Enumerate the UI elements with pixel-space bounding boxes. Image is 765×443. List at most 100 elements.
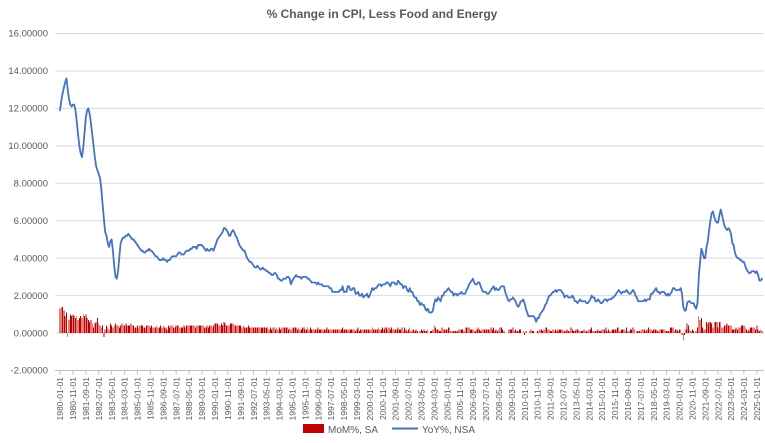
mom-bar [68,319,70,334]
mom-bar [737,329,738,334]
mom-bar [63,310,65,334]
x-axis-label: 2024-03-01 [739,377,749,421]
mom-bar [589,329,591,334]
mom-bar [392,329,394,334]
mom-bar [219,325,221,334]
mom-bar [125,323,127,334]
mom-bar [542,331,544,334]
mom-bar [104,329,106,334]
mom-bar [382,327,384,334]
mom-bar [139,325,141,334]
mom-bar [569,331,571,334]
mom-bar [182,327,184,334]
mom-bar [491,329,493,334]
mom-bar [109,323,111,334]
legend-mom-swatch-icon [303,424,324,433]
mom-bar [459,329,461,334]
mom-bar [618,327,620,334]
mom-bar [278,327,280,334]
mom-bar [709,321,711,334]
mom-bar [224,323,226,334]
mom-bar [81,318,83,334]
legend-mom-label: MoM%, SA [328,425,378,436]
mom-bar [482,329,484,334]
mom-bar [518,329,520,334]
mom-bar [294,327,296,334]
mom-bar [71,316,73,334]
mom-bar [424,331,426,334]
mom-bar [296,329,298,334]
yoy-line-series [59,77,763,323]
mom-bar [489,329,491,334]
mom-bar [583,329,585,334]
mom-bar [753,327,755,334]
mom-bar [367,329,369,334]
mom-bar [271,329,273,334]
mom-bar [193,325,195,334]
mom-bar [229,323,231,334]
mom-bar [111,325,113,334]
mom-bar [467,327,469,334]
mom-bar [602,329,604,334]
mom-bar [524,333,526,335]
mom-bar [673,331,675,334]
mom-bar [156,325,158,334]
mom-bar [143,327,145,334]
mom-bar [138,327,140,334]
mom-bar [322,329,324,334]
mom-bar [458,329,460,334]
mom-bar [548,329,550,334]
x-axis-label: 2017-07-01 [636,377,646,421]
mom-bar [743,325,745,334]
x-axis-label: 2025-01-01 [752,377,762,421]
mom-bar [202,325,204,334]
mom-bar [324,329,325,334]
mom-bar [142,325,144,334]
mom-bar [728,325,729,334]
mom-bar [308,329,310,334]
mom-bar [300,329,302,334]
x-axis-label: 1982-07-01 [94,377,104,421]
mom-bar [721,327,723,334]
mom-bar [761,331,763,334]
x-axis-label: 2020-01-01 [675,377,685,421]
mom-bar [495,329,497,334]
mom-bar [333,329,335,334]
mom-bar [407,329,409,334]
mom-bar [435,327,436,334]
mom-bar [445,329,447,334]
mom-bar [287,329,289,334]
x-axis-label: 2006-09-01 [468,377,478,421]
mom-bar [365,329,367,334]
mom-bar [516,331,518,334]
mom-bar [284,327,285,334]
mom-bar [320,329,322,334]
mom-bar [348,329,350,334]
mom-bar [115,323,116,334]
mom-bar [131,325,133,334]
mom-bar [401,327,403,334]
mom-bar [636,331,638,334]
mom-bar [570,327,572,334]
mom-bar [211,327,213,334]
mom-bar [558,329,560,334]
mom-bar [321,329,323,334]
mom-bar [223,321,225,334]
mom-bar [697,327,698,334]
mom-bar [358,331,360,334]
mom-bar [562,331,564,334]
x-axis-label: 1986-09-01 [158,377,168,421]
mom-bar [144,327,146,334]
x-axis: 1980-01-01 1980-11-01 1981-09-01 1982-07-01… [55,370,764,421]
mom-bar [347,329,349,334]
mom-bar [276,327,278,334]
mom-bar [752,327,754,334]
mom-bar [259,327,261,334]
mom-bar [370,329,372,334]
mom-bar [577,329,578,334]
mom-bar [690,331,692,334]
mom-bar [469,329,471,334]
x-axis-label: 2015-01-01 [597,377,607,421]
mom-bar [543,329,545,334]
